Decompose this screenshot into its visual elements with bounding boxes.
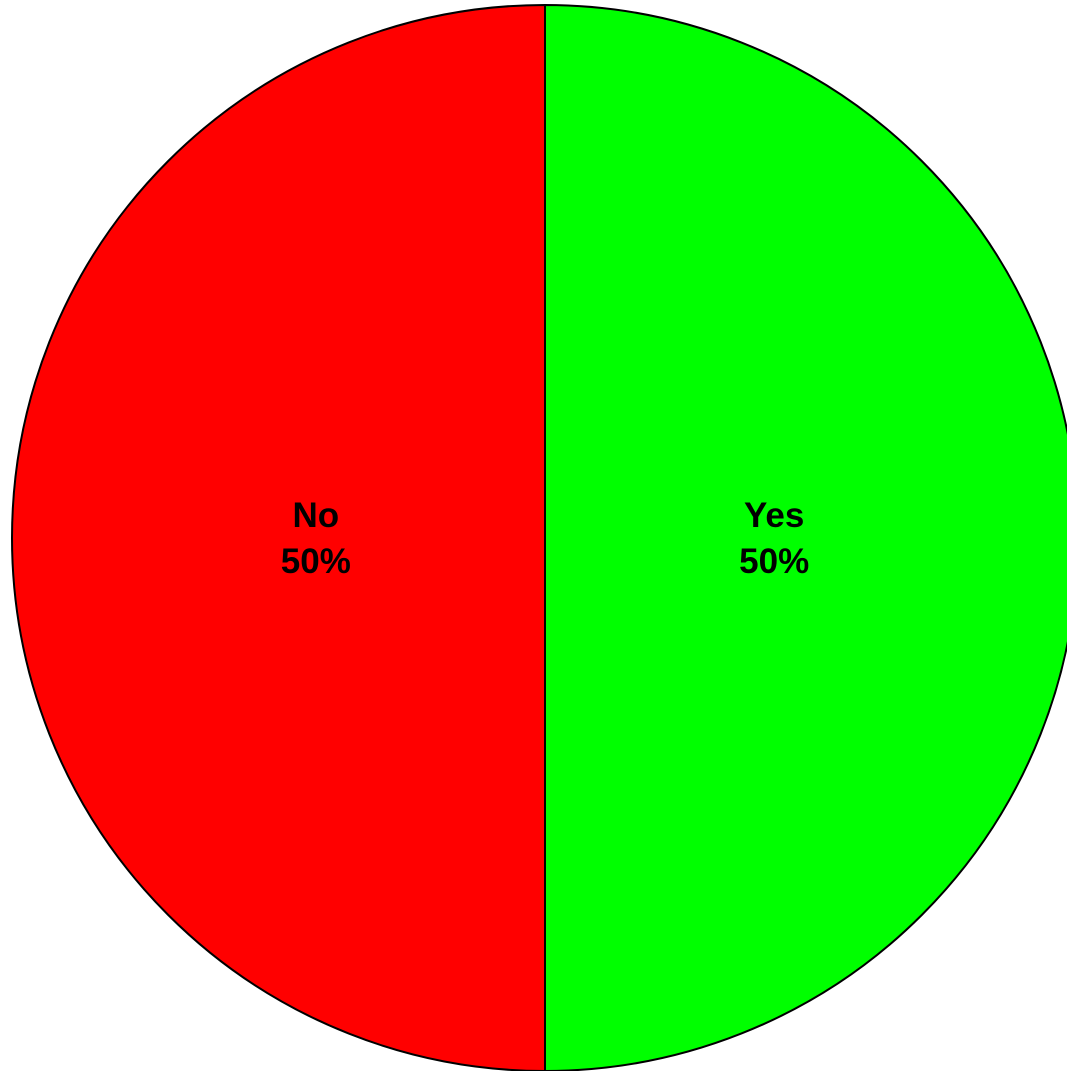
pie-slices bbox=[11, 3, 1067, 1071]
pie-slice-yes bbox=[544, 3, 1067, 1071]
pie-labels: Yes 50% No 50% bbox=[281, 496, 809, 581]
slice-label-no: No bbox=[292, 496, 339, 535]
slice-label-yes: Yes bbox=[744, 496, 804, 535]
slice-percent-no: 50% bbox=[281, 542, 351, 581]
pie-slice-no bbox=[11, 3, 546, 1071]
slice-percent-yes: 50% bbox=[739, 542, 809, 581]
